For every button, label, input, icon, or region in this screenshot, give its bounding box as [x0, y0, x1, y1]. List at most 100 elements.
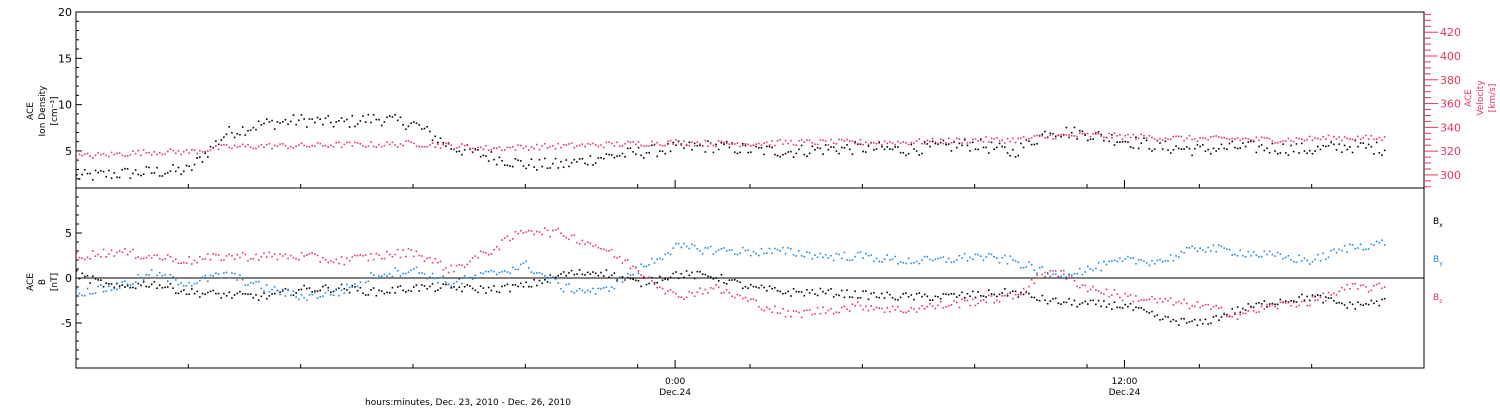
by-point [931, 259, 934, 262]
by-point [86, 287, 89, 290]
ion-density-point [1081, 130, 1084, 133]
bz-point [1298, 304, 1300, 307]
by-point [1196, 250, 1199, 253]
bx-point [648, 282, 650, 285]
ion-density-point [827, 148, 830, 151]
bx-point [1103, 300, 1105, 302]
ion-density-point [378, 118, 380, 121]
by-point [421, 272, 423, 274]
ion-density-point [1247, 141, 1250, 143]
bz-point [816, 306, 819, 309]
bz-point [421, 255, 423, 257]
velocity-point [1183, 139, 1185, 142]
bx-point [608, 276, 610, 279]
ion-density-point [546, 167, 549, 170]
velocity-point [156, 153, 158, 156]
bx-point [1030, 296, 1033, 299]
velocity-point [1017, 137, 1020, 140]
ion-density-point [723, 143, 725, 146]
bz-point [958, 306, 961, 309]
ion-density-point [1322, 144, 1324, 147]
by-point [81, 294, 83, 297]
ion-density-point [1135, 136, 1137, 139]
ion-density-point [1028, 140, 1030, 142]
ion-density-point [736, 152, 739, 155]
by-point [359, 281, 362, 283]
bz-point [1250, 306, 1252, 309]
velocity-point [1359, 138, 1362, 141]
by-point [993, 256, 995, 258]
bx-point [418, 290, 420, 292]
bz-point [557, 227, 560, 230]
ion-density-point [1351, 151, 1354, 154]
ion-density-point [386, 116, 388, 119]
ion-density-point [1362, 142, 1365, 144]
bx-point [667, 278, 669, 281]
velocity-point [1199, 136, 1201, 139]
bz-point [1183, 298, 1185, 301]
ion-density-point [792, 156, 795, 158]
by-point [201, 276, 204, 279]
bx-point [437, 289, 439, 291]
bz-point [1330, 294, 1332, 296]
by-point [426, 277, 428, 280]
by-point [629, 274, 632, 276]
bz-point [145, 256, 148, 259]
ion-density-point [209, 145, 212, 148]
bx-point [937, 296, 939, 298]
bz-point [672, 291, 675, 294]
ion-density-point [865, 151, 867, 153]
velocity-point [685, 144, 688, 146]
bx-point [717, 280, 720, 282]
bx-point [1210, 322, 1212, 325]
ion-density-point [404, 128, 407, 130]
bz-point [552, 229, 554, 232]
bx-point [279, 291, 281, 293]
velocity-point [1271, 140, 1274, 142]
ion-density-point [239, 133, 241, 136]
ion-density-point [947, 143, 950, 145]
ion-density-point [1250, 140, 1252, 143]
by-point [1095, 267, 1097, 270]
bx-point [760, 284, 763, 287]
velocity-point [1343, 136, 1346, 138]
velocity-point [942, 142, 945, 145]
bz-point [624, 259, 626, 262]
velocity-point [1164, 137, 1167, 139]
bz-point [364, 254, 367, 256]
velocity-point [1046, 136, 1049, 138]
ion-density-point [584, 162, 586, 165]
bz-point [629, 267, 632, 270]
ion-density-point [651, 144, 653, 147]
ion-density-point [691, 148, 693, 151]
velocity-point [519, 144, 522, 147]
velocity-point [126, 155, 129, 157]
bz-point [602, 248, 605, 251]
bz-point [870, 305, 872, 307]
by-point [1306, 259, 1308, 262]
ion-density-point [1084, 134, 1086, 136]
by-point [998, 261, 1001, 264]
by-point [1119, 257, 1121, 259]
bx-point [450, 287, 453, 289]
bx-point [517, 285, 519, 288]
bx-point [316, 290, 319, 292]
velocity-point [1062, 134, 1065, 137]
ion-density-point [1078, 129, 1081, 132]
by-point [913, 262, 915, 264]
bx-point [613, 272, 616, 274]
velocity-point [1226, 137, 1228, 140]
bx-point [971, 290, 974, 293]
velocity-point [257, 145, 260, 148]
ion-density-point [915, 150, 918, 152]
bz-point [485, 251, 487, 254]
ion-density-point [982, 146, 985, 149]
velocity-point [1319, 138, 1322, 141]
bz-point [150, 257, 153, 259]
velocity-point [1298, 137, 1300, 140]
bx-point [482, 287, 485, 289]
ion-density-point [225, 133, 228, 136]
velocity-point [1370, 134, 1373, 137]
by-point [1100, 269, 1102, 272]
bx-point [795, 290, 798, 293]
